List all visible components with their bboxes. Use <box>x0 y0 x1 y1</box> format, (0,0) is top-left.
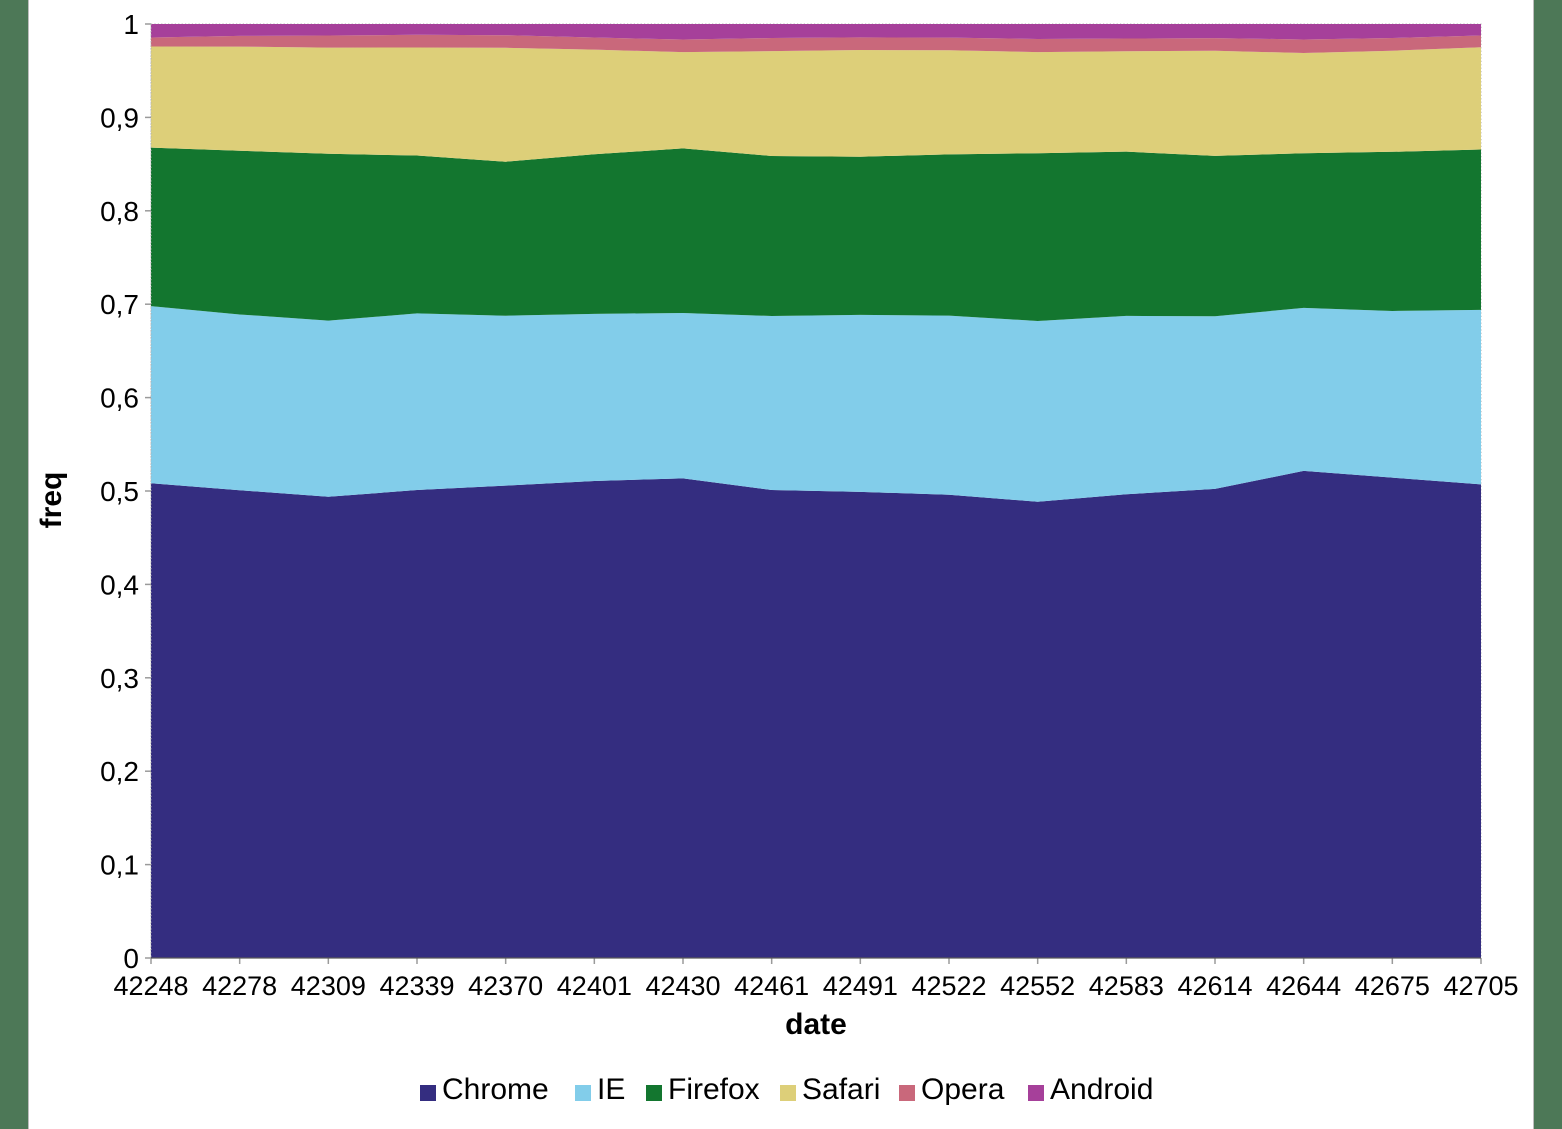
svg-text:42461: 42461 <box>734 971 809 1001</box>
svg-text:42552: 42552 <box>1000 971 1075 1001</box>
svg-text:0,1: 0,1 <box>100 850 139 881</box>
svg-text:42491: 42491 <box>823 971 898 1001</box>
svg-text:Firefox: Firefox <box>668 1073 760 1106</box>
svg-text:IE: IE <box>597 1073 625 1106</box>
svg-text:Android: Android <box>1050 1073 1153 1106</box>
svg-text:42583: 42583 <box>1089 971 1164 1001</box>
svg-text:42248: 42248 <box>113 971 188 1001</box>
svg-text:42614: 42614 <box>1177 971 1252 1001</box>
svg-text:42401: 42401 <box>557 971 632 1001</box>
svg-text:42309: 42309 <box>291 971 366 1001</box>
svg-text:0,2: 0,2 <box>100 756 139 787</box>
svg-text:Chrome: Chrome <box>442 1073 549 1106</box>
svg-text:42430: 42430 <box>645 971 720 1001</box>
svg-text:0,3: 0,3 <box>100 663 139 694</box>
svg-text:Opera: Opera <box>921 1073 1005 1106</box>
svg-text:Safari: Safari <box>802 1073 880 1106</box>
svg-text:0,4: 0,4 <box>100 569 139 600</box>
svg-text:0,6: 0,6 <box>100 383 139 414</box>
svg-text:0,5: 0,5 <box>100 476 139 507</box>
svg-text:freq: freq <box>35 472 68 529</box>
svg-text:42522: 42522 <box>911 971 986 1001</box>
svg-text:0,9: 0,9 <box>100 102 139 133</box>
svg-text:date: date <box>785 1008 847 1041</box>
svg-text:42278: 42278 <box>202 971 277 1001</box>
svg-text:0: 0 <box>123 943 139 974</box>
svg-text:1: 1 <box>123 9 139 40</box>
svg-text:0,8: 0,8 <box>100 196 139 227</box>
svg-text:42370: 42370 <box>468 971 543 1001</box>
svg-text:42675: 42675 <box>1355 971 1430 1001</box>
svg-text:42644: 42644 <box>1266 971 1341 1001</box>
svg-text:42705: 42705 <box>1443 971 1518 1001</box>
svg-text:42339: 42339 <box>379 971 454 1001</box>
svg-text:0,7: 0,7 <box>100 289 139 320</box>
